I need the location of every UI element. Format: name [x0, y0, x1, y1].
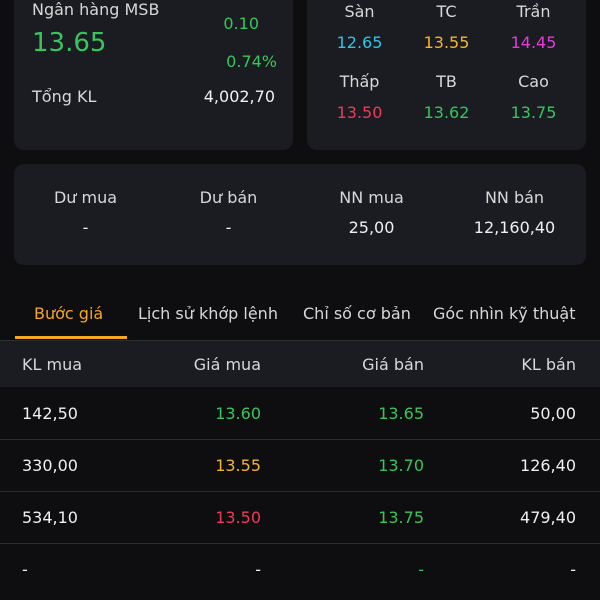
floor-price-value: 12.65 [336, 33, 383, 52]
sell-surplus-label: Dư bán [199, 188, 258, 207]
tab-matching-history[interactable]: Lịch sử khớp lệnh [138, 304, 278, 323]
floor-price: Sàn 12.65 [313, 2, 406, 52]
sell-price-cell: 13.65 [378, 404, 424, 423]
tab-price-steps[interactable]: Bước giá [34, 304, 104, 323]
foreign-buy: NN mua 25,00 [300, 188, 443, 237]
price-reference-card: Sàn 12.65 TC 13.55 Trần 14.45 Thấp 13.50… [307, 0, 586, 150]
reference-price-label: TC [436, 2, 457, 21]
table-row: 330,00 13.55 13.70 126,40 [0, 440, 600, 492]
current-price: 13.65 [32, 28, 107, 58]
foreign-buy-label: NN mua [339, 188, 404, 207]
price-change-percent: 0.74% [226, 52, 277, 71]
buy-price-cell: - [255, 560, 261, 579]
stock-summary-card: Ngân hàng MSB 13.65 0.10 0.74% Tổng KL 4… [14, 0, 293, 150]
table-row: - - - - [0, 544, 600, 595]
ceiling-price-value: 14.45 [510, 33, 557, 52]
stock-name: Ngân hàng MSB [32, 0, 160, 19]
active-tab-indicator [15, 336, 127, 339]
reference-price-value: 13.55 [423, 33, 470, 52]
table-row: 534,10 13.50 13.75 479,40 [0, 492, 600, 544]
buy-volume-cell: 534,10 [22, 508, 78, 527]
order-book-header: KL mua Giá mua Giá bán KL bán [0, 341, 600, 387]
sell-surplus-value: - [225, 218, 232, 237]
total-volume-value: 4,002,70 [203, 87, 275, 106]
market-summary-card: Dư mua - Dư bán - NN mua 25,00 NN bán 12… [14, 164, 586, 265]
foreign-sell: NN bán 12,160,40 [443, 188, 586, 237]
column-sell-volume: KL bán [521, 355, 576, 374]
ceiling-price: Trần 14.45 [487, 2, 580, 52]
sell-price-cell: 13.75 [378, 508, 424, 527]
low-price-value: 13.50 [336, 103, 383, 122]
column-buy-price: Giá mua [193, 355, 261, 374]
sell-price-cell: - [418, 560, 424, 579]
buy-surplus-value: - [82, 218, 89, 237]
sell-volume-cell: - [570, 560, 576, 579]
tab-technical-view[interactable]: Góc nhìn kỹ thuật [433, 304, 576, 323]
high-price-label: Cao [518, 72, 549, 91]
buy-volume-cell: - [22, 560, 28, 579]
high-price-value: 13.75 [510, 103, 557, 122]
foreign-sell-label: NN bán [484, 188, 545, 207]
total-volume-label: Tổng KL [32, 87, 97, 106]
detail-tabs: Bước giá Lịch sử khớp lệnh Chỉ số cơ bản… [0, 286, 600, 341]
sell-volume-cell: 126,40 [520, 456, 576, 475]
buy-volume-cell: 142,50 [22, 404, 78, 423]
average-price: TB 13.62 [400, 72, 493, 122]
buy-volume-cell: 330,00 [22, 456, 78, 475]
sell-volume-cell: 479,40 [520, 508, 576, 527]
sell-surplus: Dư bán - [157, 188, 300, 237]
low-price-label: Thấp [339, 72, 380, 91]
high-price: Cao 13.75 [487, 72, 580, 122]
column-sell-price: Giá bán [362, 355, 424, 374]
sell-volume-cell: 50,00 [530, 404, 576, 423]
low-price: Thấp 13.50 [313, 72, 406, 122]
buy-price-cell: 13.60 [215, 404, 261, 423]
sell-price-cell: 13.70 [378, 456, 424, 475]
reference-price: TC 13.55 [400, 2, 493, 52]
table-row: 142,50 13.60 13.65 50,00 [0, 388, 600, 440]
foreign-buy-value: 25,00 [348, 218, 395, 237]
buy-price-cell: 13.50 [215, 508, 261, 527]
average-price-label: TB [436, 72, 457, 91]
floor-price-label: Sàn [344, 2, 375, 21]
buy-price-cell: 13.55 [215, 456, 261, 475]
price-change: 0.10 [223, 14, 259, 33]
tab-fundamentals[interactable]: Chỉ số cơ bản [303, 304, 411, 323]
buy-surplus: Dư mua - [14, 188, 157, 237]
ceiling-price-label: Trần [516, 2, 551, 21]
foreign-sell-value: 12,160,40 [473, 218, 556, 237]
column-buy-volume: KL mua [22, 355, 83, 374]
average-price-value: 13.62 [423, 103, 470, 122]
buy-surplus-label: Dư mua [53, 188, 118, 207]
